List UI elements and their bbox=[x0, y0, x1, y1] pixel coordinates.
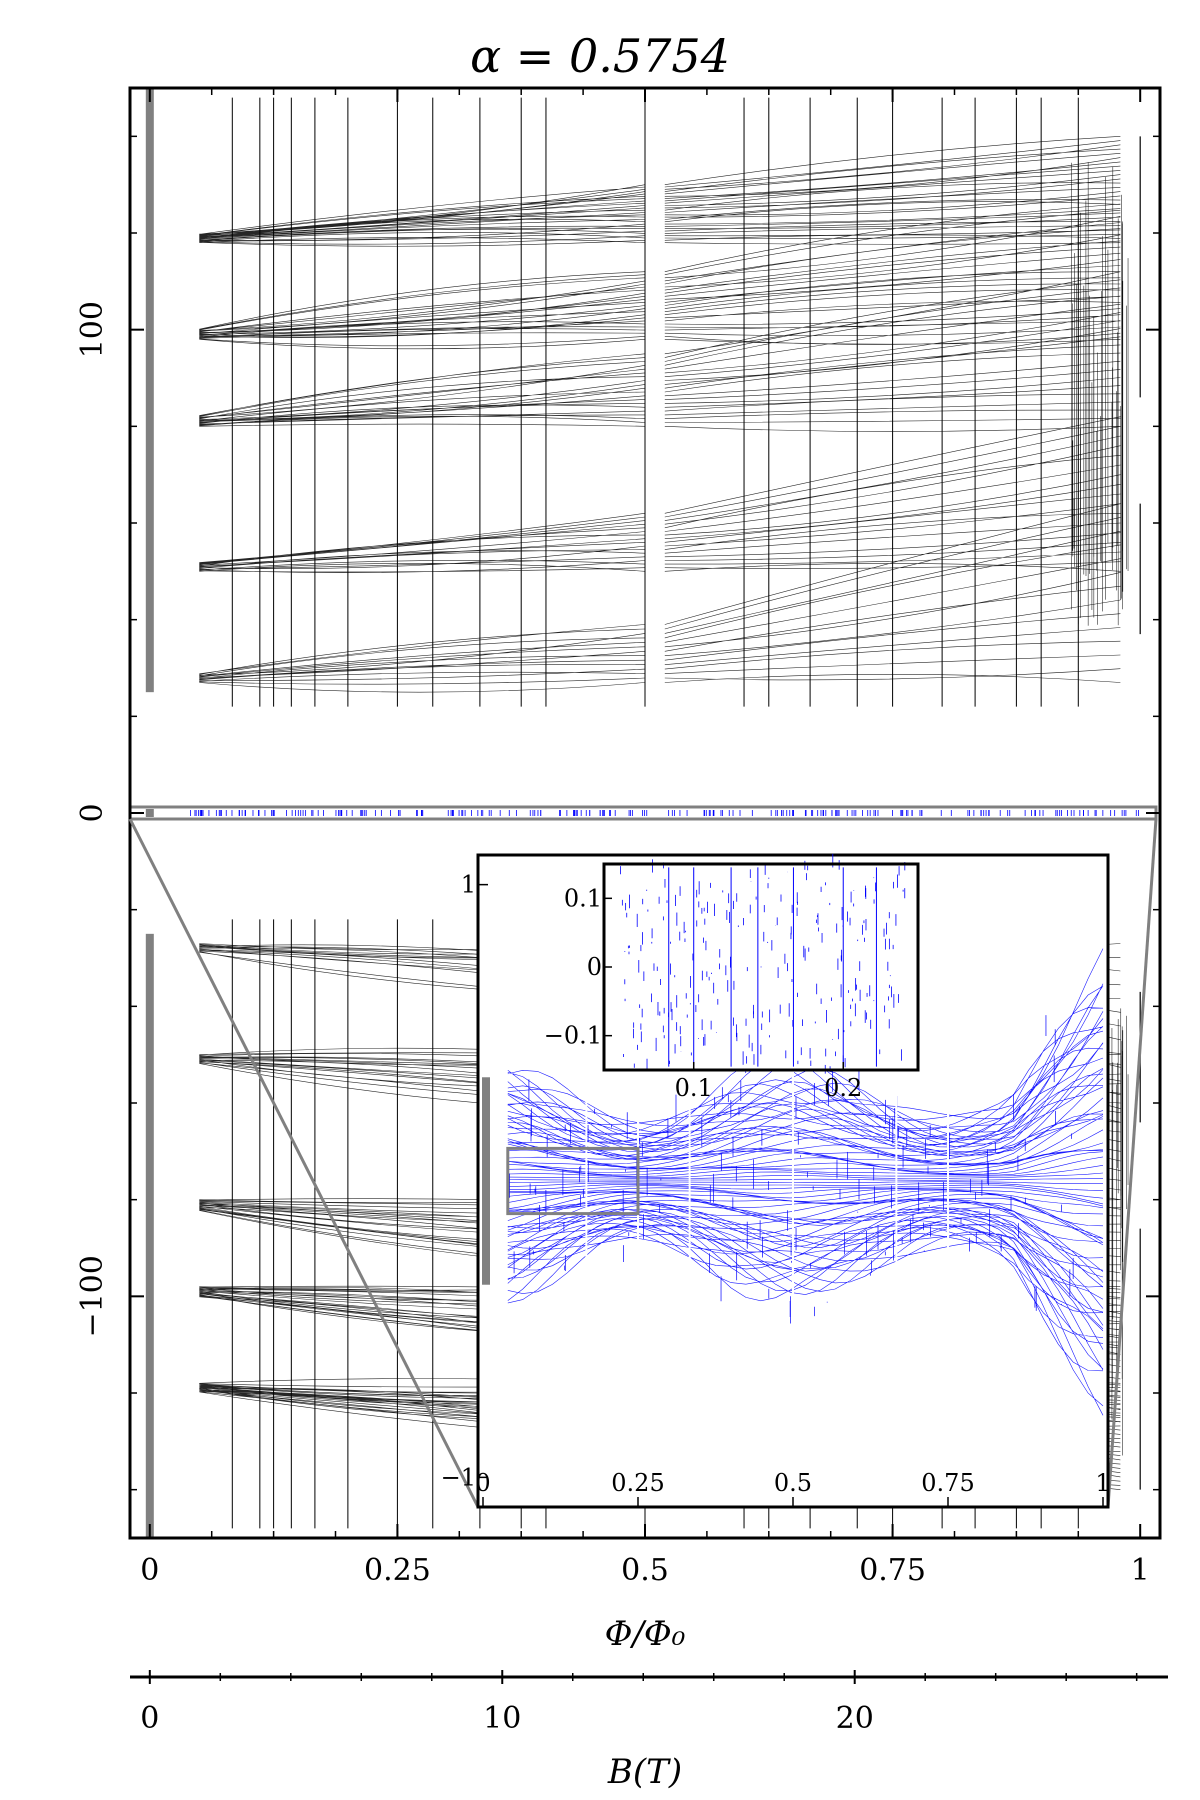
inset-spectrum bbox=[482, 948, 1104, 1416]
inset-zoom-x-tick-label: 0.1 bbox=[675, 1074, 713, 1102]
x-tick-label: 0.25 bbox=[364, 1553, 431, 1588]
inset-spectrum-lines bbox=[507, 948, 1104, 1416]
inset-x-tick-label: 1 bbox=[1095, 1469, 1110, 1497]
b-tick-label: 20 bbox=[836, 1701, 874, 1736]
x-tick-label: 0 bbox=[140, 1553, 159, 1588]
y-tick-label: 0 bbox=[75, 803, 110, 822]
zoom-guide-line bbox=[128, 818, 480, 1508]
zoom-guide-line bbox=[1106, 818, 1158, 1508]
inset-zoom-ticks: 0.1 0.2 −0.1 0 0.1 bbox=[544, 884, 863, 1102]
inset-zoom-y-tick-label: 0.1 bbox=[564, 884, 602, 912]
inset-x-tick-label: 0.75 bbox=[921, 1469, 974, 1497]
inset-zoom: 0.1 0.2 −0.1 0 0.1 bbox=[544, 853, 920, 1102]
inset-ticks: 0 0.25 0.5 0.75 1 −1 1 bbox=[441, 871, 1111, 1507]
b-tick-label: 0 bbox=[140, 1701, 159, 1736]
main-x-ticks: 0 0.25 0.5 0.75 1 bbox=[140, 88, 1150, 1588]
zero-field-band bbox=[145, 809, 154, 817]
inset-zoom-y-tick-label: −0.1 bbox=[544, 1022, 602, 1050]
x-tick-label: 0.5 bbox=[621, 1553, 669, 1588]
b-axis-label: B(T) bbox=[607, 1752, 682, 1792]
magnetic-field-axis: 0 10 20 B(T) bbox=[130, 1670, 1168, 1792]
inset-zoom-box bbox=[506, 1146, 640, 1216]
inset-zero-field-band bbox=[482, 1077, 490, 1285]
inset-x-tick-label: 0.25 bbox=[611, 1469, 664, 1497]
zero-field-band bbox=[145, 933, 154, 1538]
inset-y-tick-label: 1 bbox=[461, 871, 476, 899]
zero-field-band bbox=[145, 88, 154, 693]
chart-title: α = 0.5754 bbox=[470, 29, 730, 83]
inset-zoom-spectrum bbox=[620, 853, 906, 1074]
inset-zoom-y-tick-label: 0 bbox=[587, 953, 602, 981]
b-axis-ticks: 0 10 20 bbox=[140, 1670, 1138, 1736]
central-band bbox=[128, 805, 1158, 821]
b-tick-label: 10 bbox=[483, 1701, 521, 1736]
zero-field-bars bbox=[145, 88, 154, 1538]
inset-x-tick-label: 0 bbox=[475, 1469, 490, 1497]
inset-y-tick-label: −1 bbox=[441, 1463, 476, 1491]
inset-zoom-x-tick-label: 0.2 bbox=[824, 1074, 862, 1102]
inset-x-tick-label: 0.5 bbox=[774, 1469, 812, 1497]
main-y-ticks: −100 0 100 bbox=[75, 135, 1160, 1491]
x-axis-label: Φ/Φ₀ bbox=[605, 1614, 686, 1654]
y-tick-label: −100 bbox=[75, 1255, 110, 1337]
y-tick-label: 100 bbox=[75, 301, 110, 358]
x-tick-label: 1 bbox=[1131, 1553, 1150, 1588]
x-tick-label: 0.75 bbox=[859, 1553, 926, 1588]
